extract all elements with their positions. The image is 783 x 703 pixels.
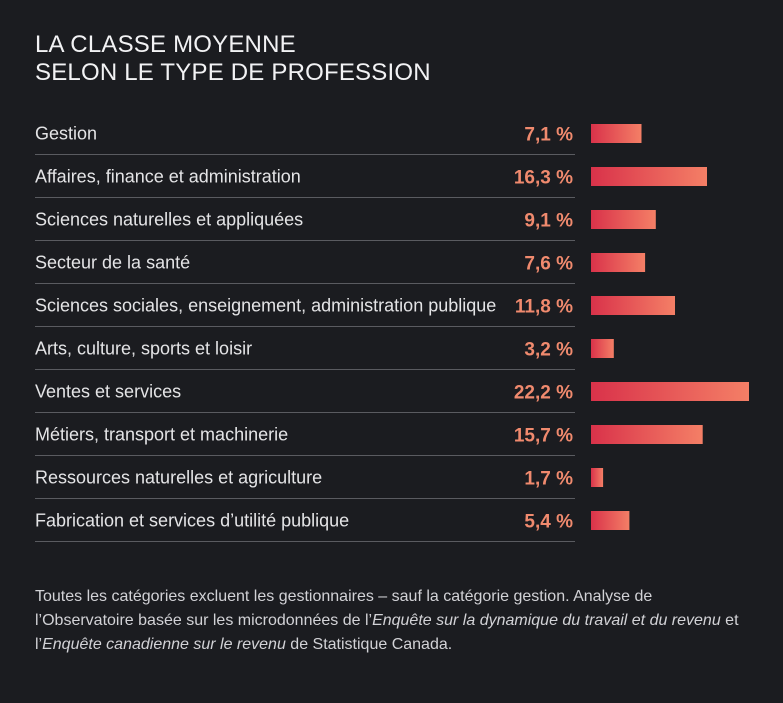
chart-title-line-1: LA CLASSE MOYENNE <box>35 31 296 58</box>
bar <box>591 339 614 358</box>
footnote: Toutes les catégories excluent les gesti… <box>35 585 750 657</box>
footnote-text-3: de Statistique Canada. <box>285 636 453 653</box>
category-label: Gestion <box>35 124 97 144</box>
chart-rows: Gestion 7,1 % Affaires, finance et adminis… <box>35 124 749 542</box>
category-label: Secteur de la santé <box>35 253 190 273</box>
value-label: 1,7 % <box>524 469 573 490</box>
value-label: 11,8 % <box>515 297 573 318</box>
value-label: 7,1 % <box>524 125 573 146</box>
footnote-text-1: Toutes les catégories excluent les gesti… <box>35 588 653 629</box>
value-label: 5,4 % <box>524 512 573 533</box>
bar <box>591 382 749 401</box>
bar <box>591 425 703 444</box>
value-label: 9,1 % <box>524 211 573 232</box>
bar <box>591 124 642 143</box>
footnote-text-2: et l’ <box>35 612 739 653</box>
bar <box>591 511 630 530</box>
category-label: Sciences naturelles et appliquées <box>35 210 303 230</box>
category-label: Ressources naturelles et agriculture <box>35 468 322 488</box>
category-label: Arts, culture, sports et loisir <box>35 339 252 359</box>
category-label: Affaires, finance et administration <box>35 167 301 187</box>
footnote-survey-1: Enquête sur la dynamique du travail et d… <box>372 612 721 629</box>
category-label: Métiers, transport et machinerie <box>35 425 288 445</box>
bar <box>591 468 604 487</box>
bar <box>591 296 675 315</box>
bar <box>591 167 707 186</box>
value-label: 7,6 % <box>524 254 573 275</box>
value-label: 16,3 % <box>514 168 573 189</box>
value-label: 3,2 % <box>524 340 573 361</box>
category-label: Sciences sociales, enseignement, adminis… <box>35 296 496 316</box>
bar <box>591 253 646 272</box>
category-label: Fabrication et services d’utilité publiq… <box>35 511 349 531</box>
value-label: 22,2 % <box>514 383 573 404</box>
chart-title-line-2: SELON LE TYPE DE PROFESSION <box>35 59 431 86</box>
category-label: Ventes et services <box>35 382 181 402</box>
value-label: 15,7 % <box>514 426 573 447</box>
bar <box>591 210 656 229</box>
footnote-survey-2: Enquête canadienne sur le revenu <box>42 636 286 653</box>
bar-chart: LA CLASSE MOYENNE SELON LE TYPE DE PROFE… <box>35 31 749 542</box>
